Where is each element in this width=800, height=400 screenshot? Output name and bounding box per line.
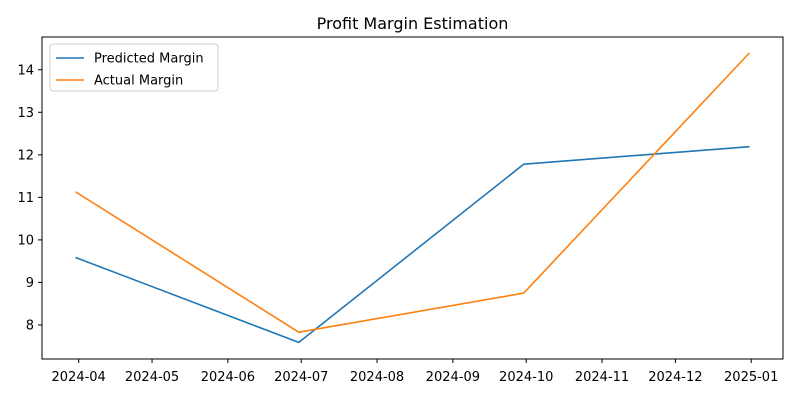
y-tick-label: 13: [17, 106, 34, 121]
legend-label-actual-margin: Actual Margin: [94, 74, 183, 89]
x-tick-label: 2024-06: [201, 370, 255, 385]
x-tick-label: 2024-11: [575, 370, 629, 385]
axes-frame: [41, 36, 784, 360]
x-tick-label: 2024-09: [426, 370, 480, 385]
chart-title: Profit Margin Estimation: [317, 14, 509, 33]
y-tick-label: 10: [17, 233, 34, 248]
series-line-predicted-margin: [75, 145, 750, 344]
y-tick-label: 14: [17, 63, 34, 78]
y-tick-label: 12: [17, 148, 34, 163]
x-tick-label: 2024-07: [274, 370, 328, 385]
x-tick-label: 2024-10: [499, 370, 553, 385]
legend: Predicted Margin Actual Margin: [49, 43, 219, 92]
x-tick-label: 2024-04: [52, 370, 106, 385]
legend-label-predicted-margin: Predicted Margin: [94, 52, 204, 67]
y-tick-label: 9: [26, 276, 34, 291]
x-tick-label: 2024-12: [648, 370, 702, 385]
y-tick-label: 8: [26, 318, 34, 333]
x-tick-label: 2025-01: [724, 370, 778, 385]
x-tick-label: 2024-08: [350, 370, 404, 385]
series-line-actual-margin: [75, 52, 750, 334]
x-tick-label: 2024-05: [125, 370, 179, 385]
y-tick-label: 11: [17, 191, 34, 206]
legend-box: [49, 43, 219, 92]
plot-area: 2024-04 2024-05 2024-06 2024-07 2024-08 2024-…: [17, 36, 784, 385]
